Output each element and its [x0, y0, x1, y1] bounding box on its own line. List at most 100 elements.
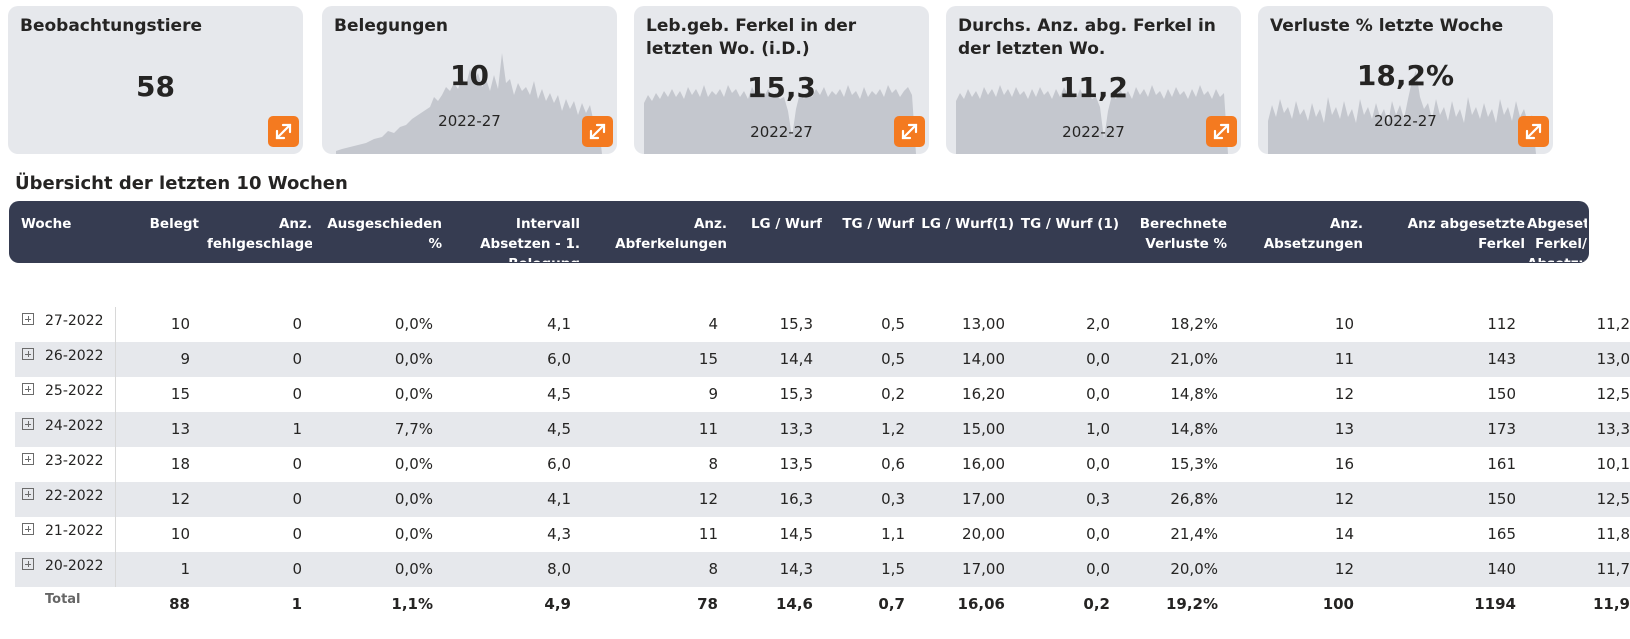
kpi-card-beobachtungstiere: Beobachtungstiere 58 — [8, 6, 303, 154]
week-cell: 22-2022 — [15, 482, 116, 517]
cell-ferkel-pro-absetzung: 13,3 — [1596, 420, 1630, 438]
column-header-tg-wurf[interactable]: TG / Wurf — [842, 216, 914, 232]
cell-lg-wurf: 15,3 — [779, 315, 813, 333]
cell-intervall: 8,0 — [547, 560, 571, 578]
expand-button[interactable] — [1206, 116, 1237, 147]
column-header-ausgeschieden[interactable]: Ausgeschieden % — [327, 216, 442, 252]
column-header-woche[interactable]: Woche — [21, 216, 72, 232]
cell-ferkel-pro-absetzung: 13,0 — [1596, 350, 1630, 368]
cell-belegt: 13 — [170, 420, 190, 438]
column-header-abgesetzte-ferkel[interactable]: Anz abgesetzte Ferkel — [1407, 216, 1525, 252]
kpi-card-abgesetzte-ferkel: Durchs. Anz. abg. Ferkel in der letzten … — [946, 6, 1241, 154]
expand-row-plus-icon[interactable] — [22, 313, 34, 325]
card-value: 10 — [450, 59, 489, 92]
cell-tg-wurf: 0,5 — [881, 315, 905, 333]
cell-fehlgeschlagen: 0 — [292, 490, 302, 508]
cell-belegt: 15 — [170, 385, 190, 403]
cell-abferkelungen: 11 — [698, 525, 718, 543]
cell-belegt: 9 — [180, 350, 190, 368]
cell-intervall: 4,5 — [547, 420, 571, 438]
cell-lg-wurf-1: 16,20 — [962, 385, 1005, 403]
card-title: Beobachtungstiere — [20, 16, 203, 36]
cell-abferkelungen: 12 — [698, 490, 718, 508]
expand-button[interactable] — [582, 116, 613, 147]
cell-intervall: 6,0 — [547, 350, 571, 368]
expand-row-plus-icon[interactable] — [22, 348, 34, 360]
column-header-belegt[interactable]: Belegt — [149, 216, 199, 232]
cell-abgesetzte-ferkel: 173 — [1487, 420, 1516, 438]
week-label: 20-2022 — [45, 558, 104, 574]
table-row: 25-2022 15 0 0,0% 4,5 9 15,3 0,2 16,20 0,0 14,8% 12… — [15, 377, 1630, 412]
cell-belegt: 18 — [170, 455, 190, 473]
column-header-absetzungen[interactable]: Anz. Absetzungen — [1263, 216, 1363, 252]
card-title: Leb.geb. Ferkel in der letzten Wo. (i.D.… — [646, 16, 857, 59]
cell-lg-wurf: 13,5 — [779, 455, 813, 473]
cell-tg-wurf-1: 0,0 — [1086, 350, 1110, 368]
cell-ferkel-pro-absetzung: 11,7 — [1596, 560, 1630, 578]
cell-verluste: 15,3% — [1170, 455, 1218, 473]
expand-diagonal-icon — [901, 123, 918, 140]
column-header-tg-wurf-1[interactable]: TG / Wurf (1) — [1020, 216, 1119, 232]
expand-row-plus-icon[interactable] — [22, 453, 34, 465]
column-header-intervall[interactable]: Intervall Absetzen - 1. Belegung — [480, 216, 580, 262]
cell-verluste: 20,0% — [1170, 560, 1218, 578]
cell-absetzungen: 12 — [1334, 385, 1354, 403]
cell-absetzungen: 14 — [1334, 525, 1354, 543]
cell-tg-wurf-1: 0,3 — [1086, 490, 1110, 508]
cell-verluste: 26,8% — [1170, 490, 1218, 508]
cell-tg-wurf-1: 0,0 — [1086, 525, 1110, 543]
cell-lg-wurf: 13,3 — [779, 420, 813, 438]
cell-tg-wurf-1: 1,0 — [1086, 420, 1110, 438]
expand-row-plus-icon[interactable] — [22, 558, 34, 570]
cell-fehlgeschlagen: 0 — [292, 525, 302, 543]
cell-verluste: 21,0% — [1170, 350, 1218, 368]
cell-ausgeschieden: 0,0% — [394, 385, 433, 403]
expand-button[interactable] — [268, 116, 299, 147]
cell-lg-wurf: 16,3 — [779, 490, 813, 508]
expand-button[interactable] — [894, 116, 925, 147]
column-header-ferkel-pro-absetzung[interactable]: Abgesetzte Ferkel/ Absetzung — [1527, 216, 1587, 262]
cell-absetzungen: 11 — [1334, 350, 1354, 368]
card-title: Durchs. Anz. abg. Ferkel in der letzten … — [958, 16, 1216, 59]
card-period: 2022-27 — [750, 123, 813, 141]
expand-row-plus-icon[interactable] — [22, 523, 34, 535]
cell-tg-wurf-1: 0,0 — [1086, 455, 1110, 473]
expand-button[interactable] — [1518, 116, 1549, 147]
column-header-abferkelungen[interactable]: Anz. Abferkelungen — [615, 216, 727, 252]
sparkline — [644, 85, 916, 154]
kpi-card-belegungen: Belegungen 10 2022-27 — [322, 6, 617, 154]
cell-tg-wurf: 0,6 — [881, 455, 905, 473]
table-row: 23-2022 18 0 0,0% 6,0 8 13,5 0,6 16,00 0,0 15,3% 16… — [15, 447, 1630, 482]
cell-lg-wurf: 14,4 — [779, 350, 813, 368]
expand-diagonal-icon — [1525, 123, 1542, 140]
cell-abferkelungen: 8 — [708, 560, 718, 578]
expand-row-plus-icon[interactable] — [22, 383, 34, 395]
cell-absetzungen: 12 — [1334, 490, 1354, 508]
cell-ausgeschieden: 7,7% — [394, 420, 433, 438]
card-period: 2022-27 — [438, 112, 501, 130]
week-label: 26-2022 — [45, 348, 104, 364]
cell-tg-wurf: 0,5 — [881, 350, 905, 368]
table-body: 27-2022 10 0 0,0% 4,1 4 15,3 0,5 13,00 2,0 18,2% 10… — [15, 307, 1630, 622]
table-row: 24-2022 13 1 7,7% 4,5 11 13,3 1,2 15,00 1,0 14,8% 1… — [15, 412, 1630, 447]
cell-ferkel-pro-absetzung: 11,8 — [1596, 525, 1630, 543]
cell-fehlgeschlagen: 0 — [292, 350, 302, 368]
cell-fehlgeschlagen: 0 — [292, 385, 302, 403]
total-label: Total — [45, 592, 81, 607]
expand-row-plus-icon[interactable] — [22, 488, 34, 500]
column-header-verluste[interactable]: Berechnete Verluste % — [1139, 216, 1227, 252]
column-header-lg-wurf[interactable]: LG / Wurf — [750, 216, 822, 232]
column-header-lg-wurf-1[interactable]: LG / Wurf(1) — [921, 216, 1014, 232]
total-lg-wurf: 14,6 — [775, 595, 813, 613]
expand-row-plus-icon[interactable] — [22, 418, 34, 430]
kpi-card-lebend-geboren: Leb.geb. Ferkel in der letzten Wo. (i.D.… — [634, 6, 929, 154]
total-verluste: 19,2% — [1165, 595, 1218, 613]
column-header-fehlgeschlagen[interactable]: Anz. fehlgeschlagene — [207, 216, 312, 252]
cell-abgesetzte-ferkel: 112 — [1487, 315, 1516, 333]
cell-tg-wurf: 0,2 — [881, 385, 905, 403]
cell-lg-wurf-1: 17,00 — [962, 490, 1005, 508]
total-tg-wurf-1: 0,2 — [1083, 595, 1110, 613]
cell-fehlgeschlagen: 1 — [292, 420, 302, 438]
table-row: 21-2022 10 0 0,0% 4,3 11 14,5 1,1 20,00 0,0 21,4% 1… — [15, 517, 1630, 552]
total-fehlgeschlagen: 1 — [291, 595, 302, 613]
